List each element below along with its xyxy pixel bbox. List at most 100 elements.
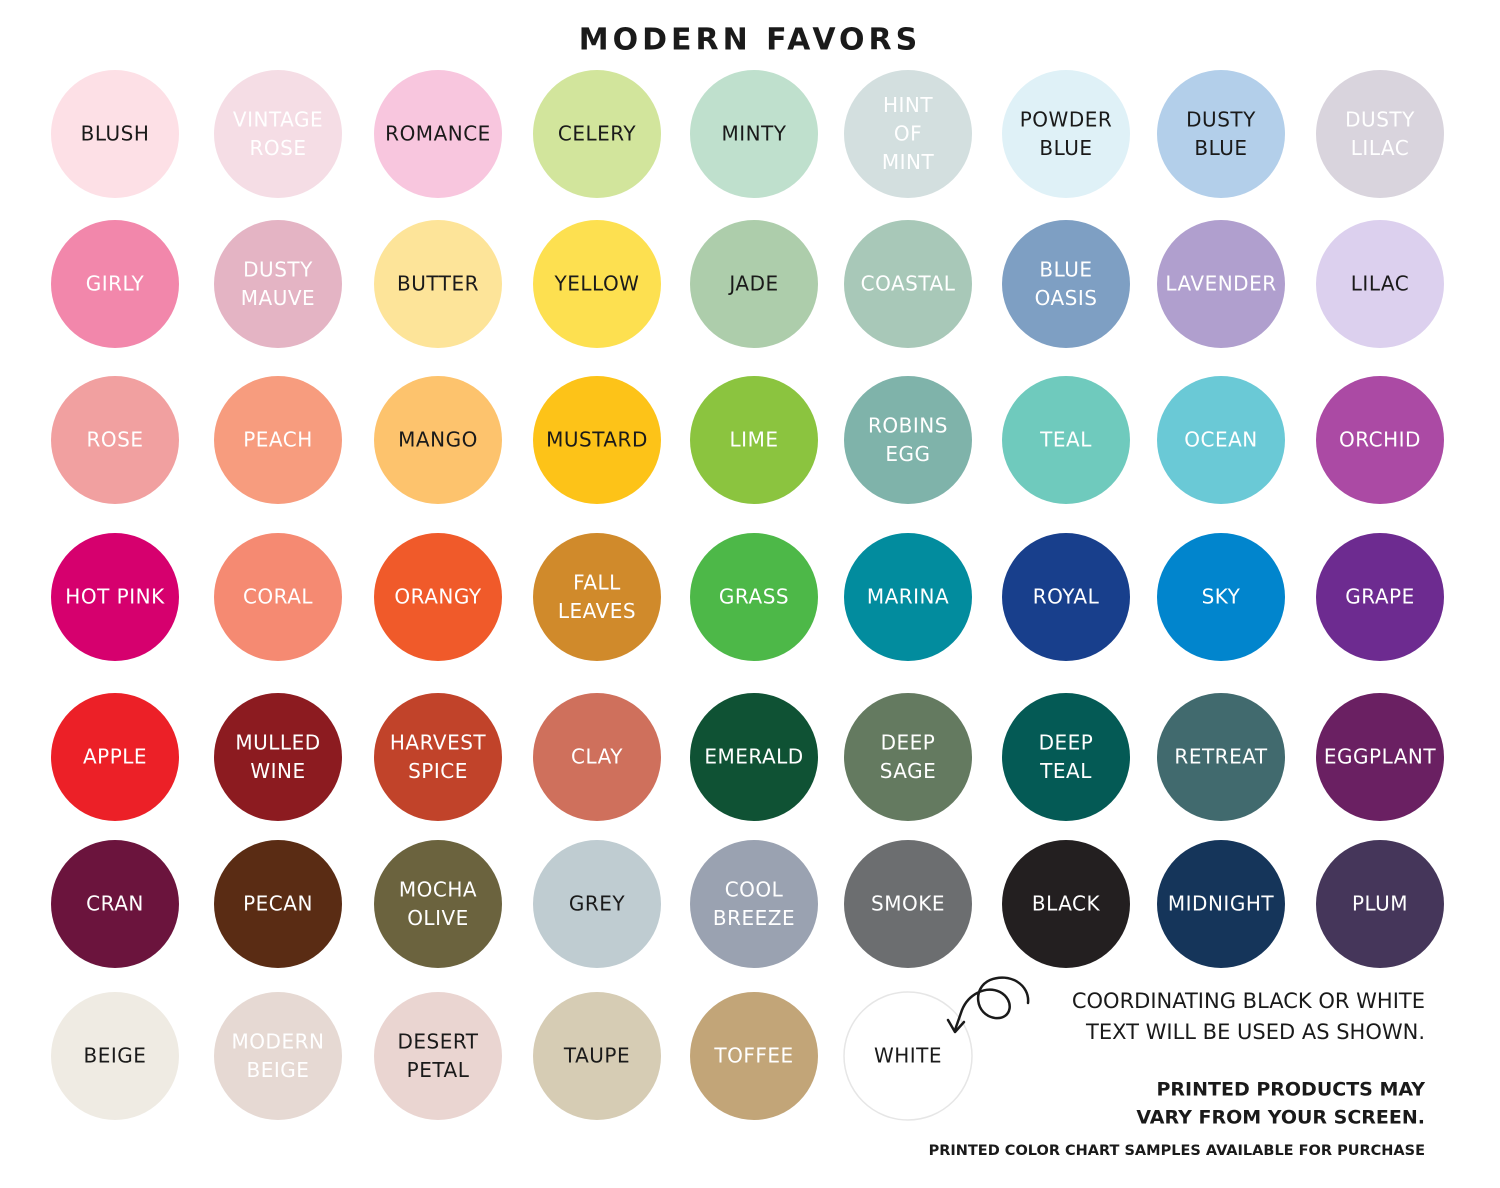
swatch-circle	[374, 840, 502, 968]
swatch-circle	[1002, 220, 1130, 348]
swatch: MIDNIGHT	[1157, 840, 1285, 968]
swatch: LAVENDER	[1157, 220, 1285, 348]
swatch-circle	[214, 840, 342, 968]
swatch-circle	[1002, 70, 1130, 198]
note: VARY FROM YOUR SCREEN.	[1136, 1107, 1425, 1129]
swatch-label: PECAN	[243, 892, 313, 916]
swatch-label: WINE	[250, 759, 305, 783]
swatch-label: TEAL	[1039, 428, 1092, 452]
swatch-circle	[843, 991, 973, 1121]
swatch-label: HOT PINK	[65, 585, 165, 609]
swatch: ROYAL	[1002, 533, 1130, 661]
swatch-label: YELLOW	[554, 272, 640, 296]
swatch-label: OASIS	[1035, 286, 1098, 310]
note: COORDINATING BLACK OR WHITE	[1072, 989, 1425, 1013]
swatch: JADE	[690, 220, 818, 348]
swatch: GIRLY	[51, 220, 179, 348]
swatch-label: PETAL	[407, 1058, 470, 1082]
swatch: PEACH	[214, 376, 342, 504]
swatch-label: BLUE	[1039, 257, 1092, 281]
swatch: MINTY	[690, 70, 818, 198]
swatch: SMOKE	[844, 840, 972, 968]
note: PRINTED PRODUCTS MAY	[1156, 1079, 1425, 1101]
swatch: VINTAGE ROSE	[214, 70, 342, 198]
swatch-circle	[844, 533, 972, 661]
swatch-label: SMOKE	[871, 892, 945, 916]
swatch: ROBINS EGG	[844, 376, 972, 504]
swatch: ORANGY	[374, 533, 502, 661]
swatch-circle	[1002, 533, 1130, 661]
swatch: MODERN BEIGE	[214, 992, 342, 1120]
swatch-label: BLUE	[1039, 136, 1092, 160]
swatch: GRASS	[690, 533, 818, 661]
swatch: EMERALD	[690, 693, 818, 821]
swatch: SKY	[1157, 533, 1285, 661]
swatch: CELERY	[533, 70, 661, 198]
swatch-label: ROSE	[250, 136, 307, 160]
swatch-circle	[1002, 376, 1130, 504]
swatch: DUSTY LILAC	[1316, 70, 1444, 198]
swatch-circle	[1316, 70, 1444, 198]
swatch-label: OLIVE	[407, 906, 469, 930]
swatch-circle	[844, 220, 972, 348]
swatch: HINT OF MINT	[844, 70, 972, 198]
swatch-circle	[690, 70, 818, 198]
swatch: MARINA	[844, 533, 972, 661]
swatch-label: ROBINS	[868, 413, 948, 437]
swatch-circle	[533, 533, 661, 661]
swatch: MOCHA OLIVE	[374, 840, 502, 968]
swatch-circle	[1157, 70, 1285, 198]
swatch-label: SKY	[1202, 585, 1241, 609]
swatch-label: OF	[894, 122, 922, 146]
swatch-label: MINTY	[721, 122, 786, 146]
swatch-circle	[374, 376, 502, 504]
swatch-label: DEEP	[1039, 730, 1094, 754]
swatch: CORAL	[214, 533, 342, 661]
swatch: BLUE OASIS	[1002, 220, 1130, 348]
swatch-circle	[533, 693, 661, 821]
swatch-label: ORANGY	[394, 585, 481, 609]
swatch-circle	[844, 693, 972, 821]
swatch: ORCHID	[1316, 376, 1444, 504]
swatch-label: DUSTY	[243, 257, 313, 281]
swatch: WHITE	[843, 991, 973, 1121]
swatch-circle	[374, 992, 502, 1120]
swatch-label: MUSTARD	[546, 428, 648, 452]
swatch-circle	[1316, 376, 1444, 504]
swatch-circle	[844, 70, 972, 198]
swatch-label: ROMANCE	[385, 122, 491, 146]
title: MODERN FAVORS	[579, 23, 922, 58]
swatch: YELLOW	[533, 220, 661, 348]
swatch-circle	[1316, 533, 1444, 661]
swatch-label: VINTAGE	[233, 107, 323, 131]
swatch: ROSE	[51, 376, 179, 504]
swatch: GREY	[533, 840, 661, 968]
swatch-label: BUTTER	[397, 272, 479, 296]
swatch-label: TEAL	[1039, 759, 1092, 783]
note: TEXT WILL BE USED AS SHOWN.	[1085, 1020, 1425, 1044]
swatch: GRAPE	[1316, 533, 1444, 661]
swatch: TAUPE	[533, 992, 661, 1120]
swatch-circle	[374, 70, 502, 198]
swatch-circle	[533, 840, 661, 968]
swatch-circle	[844, 376, 972, 504]
swatch: PECAN	[214, 840, 342, 968]
swatch: EGGPLANT	[1316, 693, 1444, 821]
swatch: ROMANCE	[374, 70, 502, 198]
swatch-label: HARVEST	[390, 730, 487, 754]
swatch-label: APPLE	[83, 745, 147, 769]
swatch-label: LILAC	[1351, 136, 1409, 160]
swatch-label: COOL	[725, 877, 784, 901]
swatch: DEEP TEAL	[1002, 693, 1130, 821]
swatch: DEEP SAGE	[844, 693, 972, 821]
swatch-circle	[690, 220, 818, 348]
swatch-label: LAVENDER	[1165, 272, 1276, 296]
swatch: HOT PINK	[51, 533, 179, 661]
swatch-label: CRAN	[86, 892, 144, 916]
swatch-circle	[51, 840, 179, 968]
swatch-label: TOFFEE	[713, 1044, 793, 1068]
swatch: LIME	[690, 376, 818, 504]
swatch-label: ROYAL	[1033, 585, 1100, 609]
swatch-circle	[374, 533, 502, 661]
swatch-label: ORCHID	[1339, 428, 1421, 452]
